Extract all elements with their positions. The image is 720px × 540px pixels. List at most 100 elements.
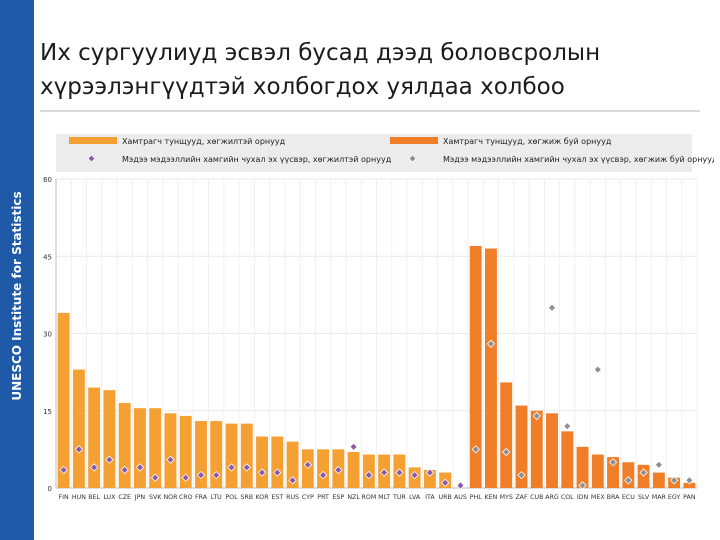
x-tick-label: LVA xyxy=(409,494,421,501)
marker-point xyxy=(532,411,541,421)
marker-point xyxy=(135,463,145,472)
bar xyxy=(72,369,85,488)
marker-point xyxy=(441,478,450,488)
legend-item-low-income-bars: Хамтрагч тунщууд, хөгжиж буй орнууд xyxy=(390,137,612,146)
bar xyxy=(57,312,70,488)
y-tick-label: 60 xyxy=(43,176,52,184)
marker-point xyxy=(547,303,557,312)
legend: Хамтрагч тунщууд, хөгжилтэй орнууд Хамтр… xyxy=(56,134,714,172)
marker-point xyxy=(608,458,618,467)
bar-chart: Хамтрагч тунщууд, хөгжилтэй орнууд Хамтр… xyxy=(43,134,714,501)
x-tick-label: CZE xyxy=(118,494,131,501)
marker-point xyxy=(593,365,602,374)
x-tick-label: EGY xyxy=(668,494,681,501)
marker-point xyxy=(517,470,526,480)
marker-point xyxy=(318,470,328,480)
bar xyxy=(561,431,574,488)
x-tick-label: IDN xyxy=(577,494,589,501)
x-tick-label: MAR xyxy=(652,494,667,501)
bar xyxy=(576,446,589,488)
x-tick-label: LTU xyxy=(211,494,222,501)
legend-label-low-income-marker: Мэдээ мэдээллийн хамгийн чухал эх үүсвэр… xyxy=(443,155,714,164)
bar xyxy=(286,441,299,488)
marker-point xyxy=(151,473,160,482)
legend-label-high-income-marker: Мэдээ мэдээллийн хамгийн чухал эх үүсвэр… xyxy=(122,155,392,164)
marker-point xyxy=(89,463,99,472)
x-tick-label: KEN xyxy=(485,494,498,501)
marker-point xyxy=(471,445,480,454)
x-tick-label: ITA xyxy=(425,494,435,501)
marker-point xyxy=(349,442,358,451)
x-tick-label: RUS xyxy=(286,494,299,501)
x-tick-label: HUN xyxy=(72,494,86,501)
marker-point xyxy=(257,468,267,477)
bar xyxy=(317,449,330,488)
marker-point xyxy=(196,470,206,480)
marker-point xyxy=(105,455,114,464)
bar xyxy=(149,408,162,488)
marker-point xyxy=(456,481,465,490)
marker-point xyxy=(242,463,251,472)
bar xyxy=(485,248,497,488)
marker-point xyxy=(395,468,404,477)
marker-point xyxy=(273,468,282,477)
x-tick-label: SLV xyxy=(638,494,650,501)
x-tick-label: NOR xyxy=(163,494,178,501)
marker-point xyxy=(181,473,190,482)
bar xyxy=(515,405,528,488)
x-tick-label: MYS xyxy=(500,494,513,501)
x-tick-label: PAN xyxy=(683,494,696,501)
marker-point xyxy=(166,455,175,464)
bar xyxy=(469,245,482,488)
legend-item-high-income-markers: Мэдээ мэдээллийн хамгийн чухал эх үүсвэр… xyxy=(87,154,392,164)
x-tick-label: CYP xyxy=(302,494,314,501)
x-tick-label: CUB xyxy=(530,494,543,501)
x-tick-label: KOR xyxy=(255,494,269,501)
marker-point xyxy=(669,476,679,485)
bar xyxy=(423,469,436,488)
slide-title-line-2: хүрээлэнгүүдтэй холбогдох уялдаа холбоо xyxy=(40,74,565,100)
marker-point xyxy=(654,460,664,469)
marker-point xyxy=(227,463,236,472)
x-tick-label: EST xyxy=(271,494,283,501)
legend-label-low-income-bar: Хамтрагч тунщууд, хөгжиж буй орнууд xyxy=(443,137,612,146)
bar xyxy=(530,410,543,488)
sidebar-label: UNESCO Institute for Statistics xyxy=(10,191,24,401)
bar xyxy=(240,423,253,488)
bar xyxy=(607,457,620,488)
bar xyxy=(88,387,101,488)
bar xyxy=(591,454,604,488)
x-tick-label: MLT xyxy=(378,494,390,501)
marker-point xyxy=(74,445,84,454)
slide-title: Их сургуулиуд эсвэл бусад дээд боловсрол… xyxy=(40,36,700,104)
bar xyxy=(133,408,146,488)
legend-swatch-low-income-marker xyxy=(408,154,417,163)
bar xyxy=(179,415,192,488)
marker-point xyxy=(120,465,129,475)
legend-swatch-low-income-bar xyxy=(390,137,438,144)
marker-point xyxy=(334,465,343,475)
x-tick-label: JPN xyxy=(134,494,146,501)
x-tick-label: FRA xyxy=(195,494,208,501)
x-tick-label: ROM xyxy=(361,494,376,501)
marker-point xyxy=(364,470,374,480)
y-tick-label: 15 xyxy=(43,408,52,416)
sidebar-band: UNESCO Institute for Statistics xyxy=(0,0,34,540)
x-tick-label: BEL xyxy=(88,494,100,501)
legend-label-high-income-bar: Хамтрагч тунщууд, хөгжилтэй орнууд xyxy=(122,137,286,146)
bar xyxy=(652,472,665,488)
x-tick-label: ARG xyxy=(545,494,559,501)
x-tick-label: SRB xyxy=(240,494,253,501)
legend-item-low-income-markers: Мэдээ мэдээллийн хамгийн чухал эх үүсвэр… xyxy=(408,154,714,164)
marker-point xyxy=(288,476,297,485)
legend-background xyxy=(56,134,692,172)
marker-point xyxy=(624,476,633,485)
x-tick-label: PRT xyxy=(317,494,329,501)
marker-point xyxy=(303,460,312,469)
x-tick-label: ECU xyxy=(622,494,635,501)
marker-point xyxy=(212,470,221,480)
x-tick-label: LUX xyxy=(103,494,116,501)
y-tick-label: 0 xyxy=(48,485,52,493)
marker-point xyxy=(59,465,68,475)
